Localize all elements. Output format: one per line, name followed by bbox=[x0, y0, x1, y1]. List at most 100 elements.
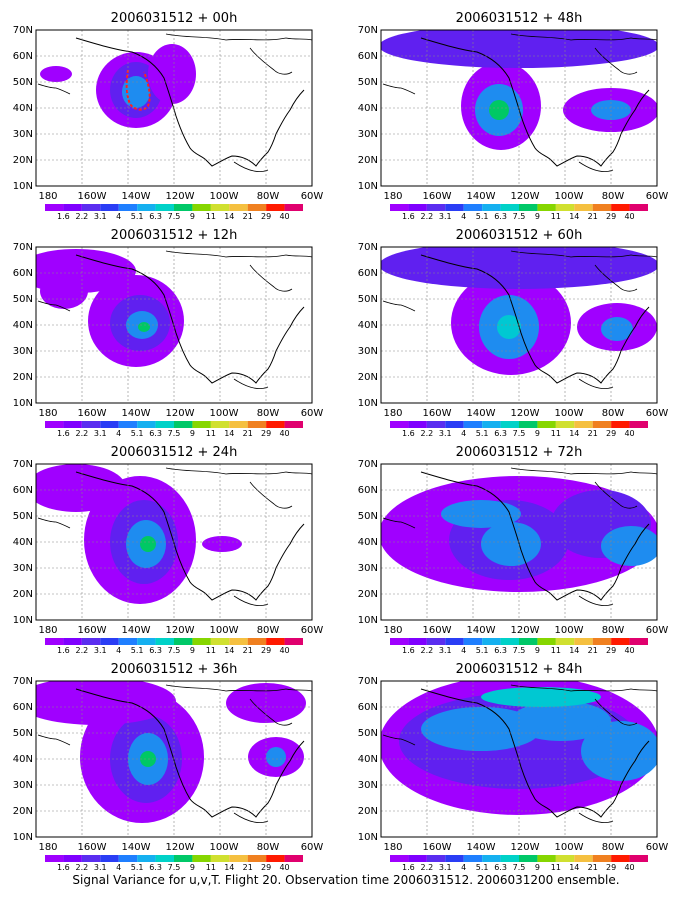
colorbar-swatch bbox=[100, 638, 119, 645]
map-panel: 2006031512 + 36h 180 160W 140W 120W 100W 80W 60… bbox=[13, 662, 324, 872]
map-grid bbox=[381, 247, 657, 403]
colorbar-label: 6.3 bbox=[149, 863, 162, 872]
colorbar-label: 5.1 bbox=[476, 212, 489, 221]
colorbar-label: 5.1 bbox=[476, 863, 489, 872]
x-tick-label: 80W bbox=[257, 625, 280, 636]
colorbar-label: 7.5 bbox=[168, 212, 181, 221]
panel-title: 2006031512 + 24h bbox=[111, 445, 238, 460]
colorbar: 1.6 2.2 3.1 4 5.1 6.3 7.5 9 11 14 21 29 40 bbox=[390, 855, 648, 872]
x-tick-label: 100W bbox=[555, 625, 584, 636]
colorbar-swatch bbox=[574, 421, 593, 428]
y-tick-label: 10N bbox=[13, 832, 33, 843]
map-frame bbox=[380, 29, 658, 187]
colorbar-swatch bbox=[463, 204, 483, 211]
colorbar-swatch bbox=[192, 638, 211, 645]
y-tick-label: 30N bbox=[358, 346, 378, 357]
colorbar-swatch bbox=[155, 421, 174, 428]
x-tick-label: 60W bbox=[301, 625, 324, 636]
x-tick-label: 120W bbox=[511, 625, 540, 636]
colorbar-swatch bbox=[629, 421, 648, 428]
map-frame bbox=[380, 246, 658, 404]
colorbar-label: 14 bbox=[224, 646, 234, 655]
y-tick-label: 60N bbox=[358, 268, 378, 279]
colorbar-label: 29 bbox=[606, 646, 616, 655]
y-tick-label: 20N bbox=[358, 372, 378, 383]
x-tick-label: 100W bbox=[555, 408, 584, 419]
y-tick-label: 50N bbox=[358, 728, 378, 739]
variance-contour bbox=[489, 100, 509, 120]
map-grid bbox=[36, 464, 312, 620]
colorbar-label: 29 bbox=[261, 863, 271, 872]
variance-contour bbox=[601, 317, 633, 341]
colorbar: 1.6 2.2 3.1 4 5.1 6.3 7.5 9 11 14 21 29 40 bbox=[45, 204, 303, 221]
x-tick-label: 100W bbox=[210, 191, 239, 202]
y-tick-label: 70N bbox=[13, 676, 33, 687]
colorbar-swatch bbox=[537, 638, 556, 645]
y-tick-label: 70N bbox=[13, 459, 33, 470]
variance-field bbox=[36, 249, 312, 390]
x-tick-label: 100W bbox=[555, 191, 584, 202]
colorbar-swatch bbox=[629, 204, 648, 211]
colorbar-swatch bbox=[63, 638, 82, 645]
x-tick-label: 100W bbox=[210, 408, 239, 419]
x-tick-label: 180 bbox=[383, 191, 402, 202]
variance-contour bbox=[441, 500, 521, 528]
y-tick-label: 10N bbox=[358, 398, 378, 409]
colorbar-swatch bbox=[284, 204, 303, 211]
colorbar-label: 40 bbox=[624, 646, 634, 655]
colorbar-label: 14 bbox=[224, 863, 234, 872]
colorbar-label: 3.1 bbox=[439, 863, 452, 872]
colorbar-swatch bbox=[555, 638, 575, 645]
y-tick-label: 40N bbox=[13, 320, 33, 331]
colorbar-swatch bbox=[519, 638, 538, 645]
colorbar-swatch bbox=[426, 204, 446, 211]
colorbar-label: 5.1 bbox=[476, 429, 489, 438]
panel-title: 2006031512 + 72h bbox=[456, 445, 583, 460]
x-tick-label: 60W bbox=[646, 191, 669, 202]
colorbar-label: 4 bbox=[461, 429, 466, 438]
y-tick-label: 60N bbox=[13, 485, 33, 496]
colorbar-swatch bbox=[629, 638, 648, 645]
colorbar-label: 2.2 bbox=[420, 212, 433, 221]
y-tick-label: 50N bbox=[358, 77, 378, 88]
colorbar-label: 11 bbox=[551, 646, 561, 655]
y-tick-label: 70N bbox=[13, 25, 33, 36]
y-tick-label: 60N bbox=[358, 51, 378, 62]
colorbar-swatch bbox=[611, 638, 630, 645]
variance-contour bbox=[601, 526, 657, 566]
panel-title: 2006031512 + 84h bbox=[456, 662, 583, 677]
colorbar-swatch bbox=[500, 855, 519, 862]
colorbar-label: 11 bbox=[206, 863, 216, 872]
x-tick-label: 180 bbox=[38, 408, 57, 419]
x-tick-label: 140W bbox=[122, 625, 151, 636]
map-grid bbox=[381, 30, 657, 186]
colorbar-swatch bbox=[266, 421, 285, 428]
y-tick-label: 10N bbox=[13, 398, 33, 409]
y-tick-label: 40N bbox=[358, 320, 378, 331]
colorbar-swatch bbox=[247, 855, 267, 862]
colorbar-label: 1.6 bbox=[402, 646, 415, 655]
colorbar-label: 7.5 bbox=[168, 863, 181, 872]
colorbar-label: 6.3 bbox=[149, 212, 162, 221]
x-tick-label: 180 bbox=[383, 408, 402, 419]
x-tick-label: 180 bbox=[383, 842, 402, 853]
colorbar-label: 29 bbox=[606, 212, 616, 221]
map-frame bbox=[380, 463, 658, 621]
colorbar-label: 11 bbox=[551, 429, 561, 438]
colorbar-swatch bbox=[192, 855, 211, 862]
colorbar-label: 9 bbox=[190, 429, 195, 438]
colorbar-swatch bbox=[284, 638, 303, 645]
variance-contour bbox=[36, 464, 126, 512]
colorbar: 1.6 2.2 3.1 4 5.1 6.3 7.5 9 11 14 21 29 40 bbox=[45, 421, 303, 438]
map-frame bbox=[35, 463, 313, 621]
colorbar-swatch bbox=[445, 204, 464, 211]
x-tick-label: 160W bbox=[423, 408, 452, 419]
colorbar-swatch bbox=[408, 638, 427, 645]
x-tick-label: 100W bbox=[210, 625, 239, 636]
colorbar-swatch bbox=[210, 421, 230, 428]
colorbar-label: 14 bbox=[569, 429, 579, 438]
y-tick-label: 20N bbox=[13, 589, 33, 600]
colorbar-swatch bbox=[45, 421, 64, 428]
colorbar-swatch bbox=[390, 204, 409, 211]
